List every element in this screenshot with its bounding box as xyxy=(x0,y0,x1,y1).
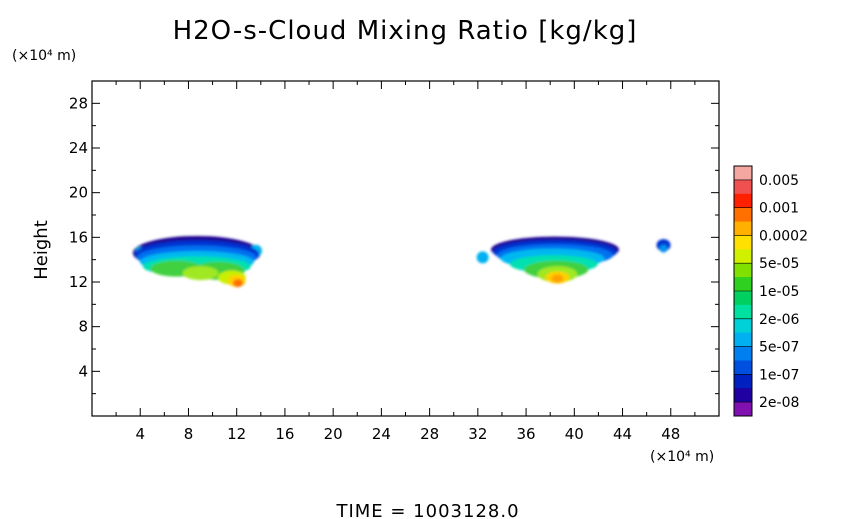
x-tick-label: 40 xyxy=(565,425,584,443)
y-tick-label: 16 xyxy=(69,228,88,246)
legend-label: 1e-05 xyxy=(759,284,799,300)
legend-swatch xyxy=(734,166,752,181)
legend-swatch xyxy=(734,193,752,209)
cloud-field xyxy=(132,235,671,288)
legend-label: 1e-07 xyxy=(759,367,799,383)
y-tick-label: 28 xyxy=(69,94,88,112)
x-tick-label: 4 xyxy=(135,425,145,443)
color-legend: 0.005 0.001 0.0002 5e-05 1e-05 2e-06 5e-07 1e-0… xyxy=(733,165,808,417)
x-tick-label: 12 xyxy=(227,425,246,443)
cloud-contour xyxy=(659,244,668,253)
cloud-contour xyxy=(182,266,219,281)
legend-swatch xyxy=(734,291,752,306)
x-tick-label: 24 xyxy=(372,425,391,443)
legend-swatch xyxy=(734,332,752,348)
legend-swatch xyxy=(734,235,752,250)
legend-swatch xyxy=(734,388,752,403)
legend-swatch xyxy=(734,360,752,375)
legend-label: 0.0002 xyxy=(759,228,808,244)
y-tick-label: 12 xyxy=(69,273,88,291)
x-tick-label: 8 xyxy=(184,425,194,443)
y-tick-label: 8 xyxy=(78,318,88,336)
x-tick-label: 48 xyxy=(661,425,680,443)
legend-swatch xyxy=(734,249,752,264)
x-tick-label: 20 xyxy=(324,425,343,443)
legend-swatch xyxy=(734,263,752,278)
x-tick-label: 28 xyxy=(420,425,439,443)
legend-swatch xyxy=(734,277,752,292)
y-tick-label: 24 xyxy=(69,139,88,157)
legend-label: 0.001 xyxy=(759,201,799,217)
time-label: TIME = 1003128.0 xyxy=(335,501,519,519)
legend-swatch xyxy=(734,179,752,195)
legend-swatch xyxy=(734,207,752,223)
legend-swatch xyxy=(734,346,752,361)
x-tick-label: 44 xyxy=(613,425,632,443)
legend-swatch xyxy=(734,374,752,389)
cloud-contour xyxy=(476,251,489,264)
x-axis-unit: (×10⁴ m) xyxy=(650,449,714,465)
x-tick-label: 36 xyxy=(517,425,536,443)
legend-swatch xyxy=(734,221,752,236)
y-tick-label: 20 xyxy=(69,184,88,202)
x-tick-label: 32 xyxy=(468,425,487,443)
legend-label: 2e-08 xyxy=(759,395,799,411)
cloud-contour xyxy=(232,279,243,288)
chart-title: H2O-s-Cloud Mixing Ratio [kg/kg] xyxy=(173,16,638,46)
legend-label: 0.005 xyxy=(759,173,799,189)
legend-swatch xyxy=(734,304,752,320)
cloud-contour xyxy=(551,274,564,283)
x-tick-label: 16 xyxy=(275,425,294,443)
y-axis-unit: (×10⁴ m) xyxy=(12,48,76,64)
legend-label: 5e-05 xyxy=(759,256,799,272)
legend-swatch xyxy=(734,402,752,417)
y-axis-label: Height xyxy=(31,220,52,280)
y-tick-label: 4 xyxy=(78,362,88,380)
legend-label: 5e-07 xyxy=(759,340,799,356)
legend-label: 2e-06 xyxy=(759,312,799,328)
legend-swatch xyxy=(734,318,752,334)
